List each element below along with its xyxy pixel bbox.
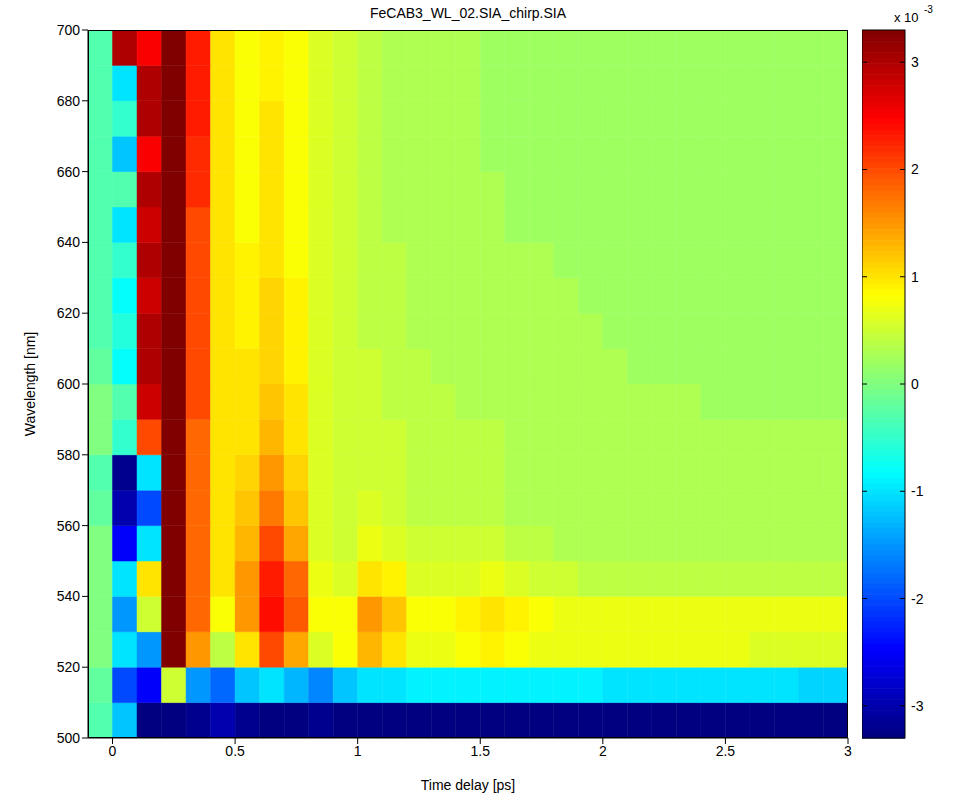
svg-text:-2: -2 xyxy=(911,591,924,607)
html-text:FeCAB3_WL_02.SIA_chirp.SIA: FeCAB3_WL_02.SIA_chirp.SIA xyxy=(369,5,566,21)
svg-text:-3: -3 xyxy=(911,698,924,714)
svg-text:0: 0 xyxy=(109,743,117,759)
svg-text:1: 1 xyxy=(911,269,919,285)
svg-text:0.5: 0.5 xyxy=(225,743,245,759)
svg-text:0: 0 xyxy=(911,376,919,392)
svg-text:640: 640 xyxy=(57,234,81,250)
svg-text:680: 680 xyxy=(57,93,81,109)
svg-text:2: 2 xyxy=(911,161,919,177)
svg-text:Time delay [ps]: Time delay [ps] xyxy=(421,777,515,793)
svg-text:520: 520 xyxy=(57,659,81,675)
svg-text:560: 560 xyxy=(57,518,81,534)
svg-text:3: 3 xyxy=(911,54,919,70)
svg-text:1: 1 xyxy=(354,743,362,759)
svg-text:500: 500 xyxy=(57,730,81,746)
svg-text:700: 700 xyxy=(57,22,81,38)
svg-text:x 10: x 10 xyxy=(894,10,919,25)
svg-text:1.5: 1.5 xyxy=(471,743,491,759)
svg-text:3: 3 xyxy=(844,743,852,759)
svg-text:2: 2 xyxy=(599,743,607,759)
svg-text:2.5: 2.5 xyxy=(716,743,736,759)
svg-text:600: 600 xyxy=(57,376,81,392)
svg-text:-1: -1 xyxy=(911,483,924,499)
svg-text:620: 620 xyxy=(57,305,81,321)
svg-text:Wavelength [nm]: Wavelength [nm] xyxy=(22,332,38,437)
svg-text:660: 660 xyxy=(57,164,81,180)
svg-text:580: 580 xyxy=(57,447,81,463)
svg-text:-3: -3 xyxy=(924,4,933,15)
svg-text:540: 540 xyxy=(57,588,81,604)
